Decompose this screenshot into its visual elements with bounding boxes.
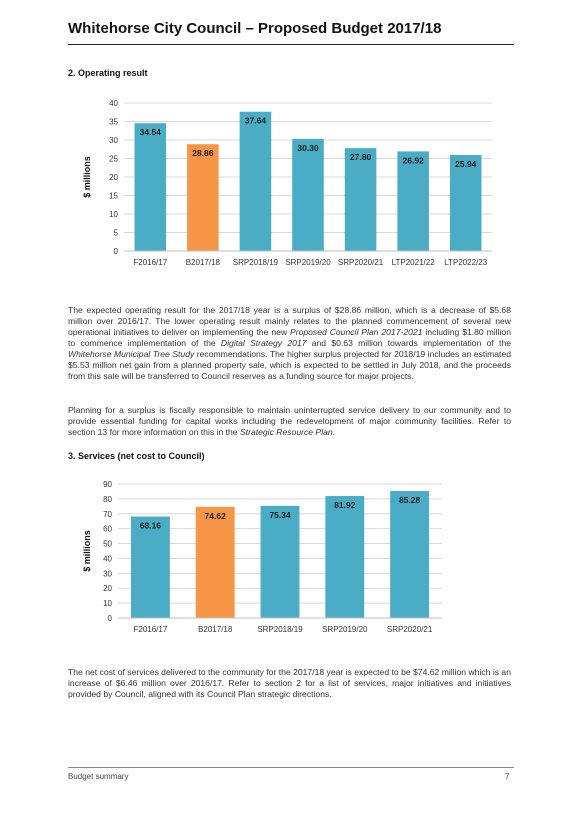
bar xyxy=(195,506,235,618)
services-paragraph: The net cost of services delivered to th… xyxy=(68,667,511,700)
text-run-italic: Whitehorse Municipal Tree Study xyxy=(68,349,195,359)
bar xyxy=(397,151,429,251)
x-tick-label: LTP2021/22 xyxy=(392,258,436,267)
y-tick-label: 50 xyxy=(103,540,112,549)
operating-result-paragraph: The expected operating result for the 20… xyxy=(68,305,511,382)
x-tick-label: B2017/18 xyxy=(198,625,233,634)
text-run-italic: Strategic Resource Plan xyxy=(239,427,333,437)
y-axis-label: $ millions xyxy=(82,156,92,198)
y-tick-label: 15 xyxy=(109,192,118,201)
x-tick-label: LTP2022/23 xyxy=(444,258,488,267)
y-tick-label: 20 xyxy=(109,173,118,182)
bar-value-label: 25.94 xyxy=(455,159,477,169)
y-tick-label: 10 xyxy=(109,210,118,219)
text-run: The net cost of services delivered to th… xyxy=(68,667,511,699)
y-tick-label: 70 xyxy=(103,510,112,519)
x-tick-label: F2016/17 xyxy=(133,258,167,267)
bar xyxy=(449,155,482,251)
bar xyxy=(292,138,324,251)
x-tick-label: SRP2018/19 xyxy=(257,625,303,634)
bar-value-label: 74.62 xyxy=(205,511,227,521)
x-tick-label: SRP2020/21 xyxy=(338,258,384,267)
bar-value-label: 26.92 xyxy=(403,155,425,165)
y-tick-label: 80 xyxy=(103,495,112,504)
title-divider xyxy=(68,44,514,45)
section-heading-operating-result: 2. Operating result xyxy=(68,68,148,78)
y-tick-label: 60 xyxy=(103,525,112,534)
y-tick-label: 30 xyxy=(109,136,118,145)
page-number: 7 xyxy=(505,772,510,781)
y-axis-label: $ millions xyxy=(82,530,92,572)
x-tick-label: SRP2020/21 xyxy=(387,625,433,634)
x-tick-label: F2016/17 xyxy=(133,625,167,634)
bar xyxy=(390,491,430,618)
y-tick-label: 20 xyxy=(103,584,112,593)
footer-divider xyxy=(68,767,514,768)
bar-value-label: 75.34 xyxy=(269,510,291,520)
bar-value-label: 34.54 xyxy=(140,127,162,137)
bar xyxy=(134,123,167,251)
bar-value-label: 28.86 xyxy=(192,148,214,158)
bar-value-label: 27.80 xyxy=(350,152,372,162)
surplus-planning-paragraph: Planning for a surplus is fiscally respo… xyxy=(68,405,511,438)
bar xyxy=(344,148,377,251)
y-tick-label: 35 xyxy=(109,118,118,127)
y-tick-label: 0 xyxy=(114,247,119,256)
bar-value-label: 37.64 xyxy=(245,116,267,126)
y-tick-label: 10 xyxy=(103,599,112,608)
text-run: recommendations. The higher surplus proj… xyxy=(68,349,512,381)
bar-value-label: 68.16 xyxy=(140,521,162,531)
text-run: including $1.80 million to commence impl… xyxy=(68,327,511,348)
x-tick-label: SRP2019/20 xyxy=(322,625,368,634)
y-tick-label: 90 xyxy=(103,480,112,489)
y-tick-label: 5 xyxy=(114,229,119,238)
section-heading-services: 3. Services (net cost to Council) xyxy=(68,451,205,461)
operating-result-chart: 0 5 10 15 20 25 30 35 40 $ millions 34.54 F2016/17 2… xyxy=(82,99,492,267)
text-run: . xyxy=(332,427,336,437)
bar-value-label: 81.92 xyxy=(334,500,356,510)
bar xyxy=(187,144,219,251)
bar-value-label: 85.28 xyxy=(399,495,421,505)
bar xyxy=(239,111,272,252)
y-tick-label: 30 xyxy=(103,569,112,578)
footer-section-name: Budget summary xyxy=(68,772,129,781)
y-tick-label: 40 xyxy=(103,554,112,563)
bar xyxy=(260,505,300,618)
text-run: Planning for a surplus is fiscally respo… xyxy=(68,405,511,437)
text-run: The expected operating result for the 20… xyxy=(68,305,511,337)
x-tick-label: B2017/18 xyxy=(186,258,221,267)
text-run-italic: Digital Strategy 2017 xyxy=(220,338,307,348)
text-run: and $0.63 million towards implementation… xyxy=(306,338,512,348)
y-tick-label: 25 xyxy=(109,155,118,164)
bar xyxy=(325,496,365,618)
text-run-italic: Proposed Council Plan 2017-2021 xyxy=(290,327,423,337)
services-net-cost-chart: 0 10 20 30 40 50 60 70 80 90 $ millions 68.16 F2016/… xyxy=(82,480,442,634)
x-tick-label: SRP2019/20 xyxy=(285,258,331,267)
y-tick-label: 0 xyxy=(108,614,113,623)
bar xyxy=(130,516,170,618)
document-title: Whitehorse City Council – Proposed Budge… xyxy=(68,20,442,37)
x-tick-label: SRP2018/19 xyxy=(233,258,279,267)
bar-value-label: 30.30 xyxy=(297,143,319,153)
y-tick-label: 40 xyxy=(109,99,118,108)
